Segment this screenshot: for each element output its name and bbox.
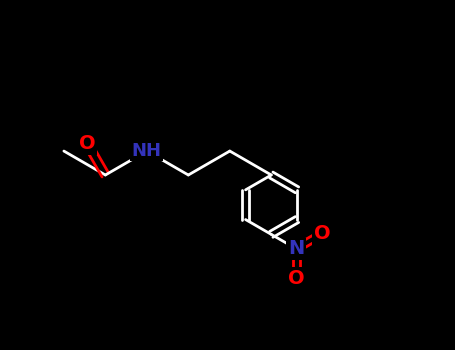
Text: NH: NH <box>132 142 162 160</box>
Text: O: O <box>288 269 304 288</box>
Text: O: O <box>313 224 330 243</box>
Text: N: N <box>288 239 304 258</box>
Text: O: O <box>79 134 96 153</box>
